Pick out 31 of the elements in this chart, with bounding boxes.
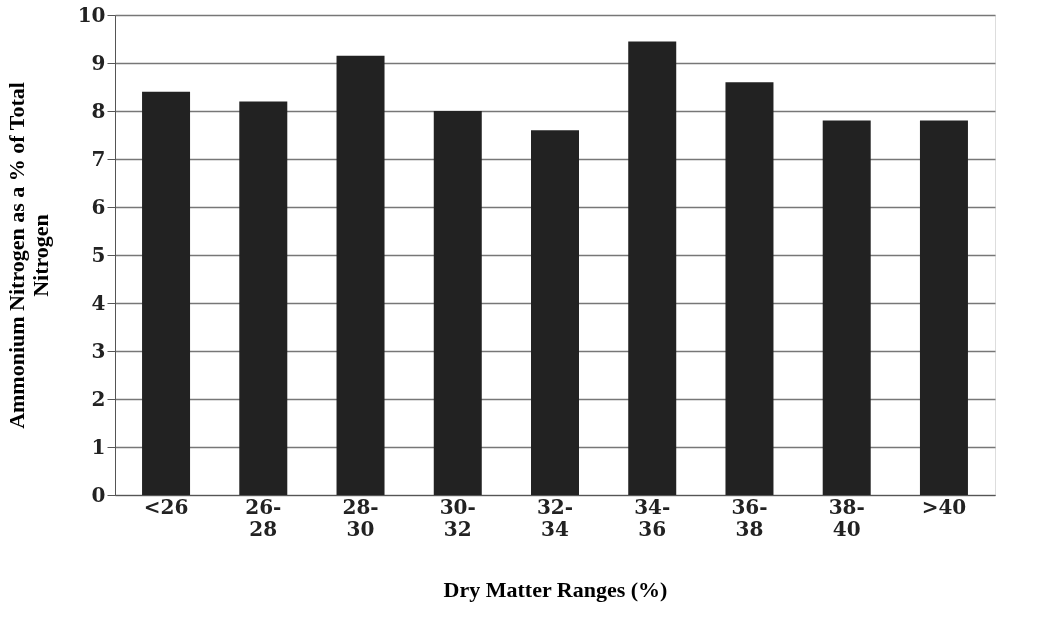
x-tick-label: 28-30 xyxy=(342,494,379,541)
y-tick-label: 7 xyxy=(91,146,106,171)
y-tick-label: 6 xyxy=(91,194,106,219)
y-tick-label: 5 xyxy=(91,242,106,267)
y-tick-label: 3 xyxy=(91,338,106,363)
x-tick-label: 38-40 xyxy=(828,494,865,541)
y-tick-label: 8 xyxy=(91,98,106,123)
bar xyxy=(628,41,677,495)
x-tick-label: 32-34 xyxy=(536,494,574,541)
y-tick-label: 4 xyxy=(91,290,106,315)
bar xyxy=(142,91,191,495)
bar xyxy=(433,111,482,495)
x-tick-label: >40 xyxy=(921,494,967,519)
x-tick-label: 36-38 xyxy=(731,494,768,541)
x-tick-label: 34-36 xyxy=(634,494,671,541)
bar xyxy=(919,120,968,495)
y-axis-title: Ammonium Nitrogen as a % of Total Nitrogen xyxy=(3,82,53,429)
bar xyxy=(336,55,385,495)
bar xyxy=(725,82,774,495)
x-tick-label: 30-32 xyxy=(439,494,476,541)
y-tick-label: 0 xyxy=(91,482,106,507)
bar xyxy=(239,101,288,495)
y-tick-label: 9 xyxy=(91,50,106,75)
y-tick-label: 10 xyxy=(77,2,106,27)
y-tick-label: 2 xyxy=(91,386,106,411)
x-tick-label: 26-28 xyxy=(245,494,282,541)
y-tick-label: 1 xyxy=(91,434,106,459)
x-tick-label: <26 xyxy=(143,494,189,519)
x-axis-title: Dry Matter Ranges (%) xyxy=(443,576,668,602)
bar xyxy=(531,130,579,495)
bar xyxy=(822,120,871,495)
